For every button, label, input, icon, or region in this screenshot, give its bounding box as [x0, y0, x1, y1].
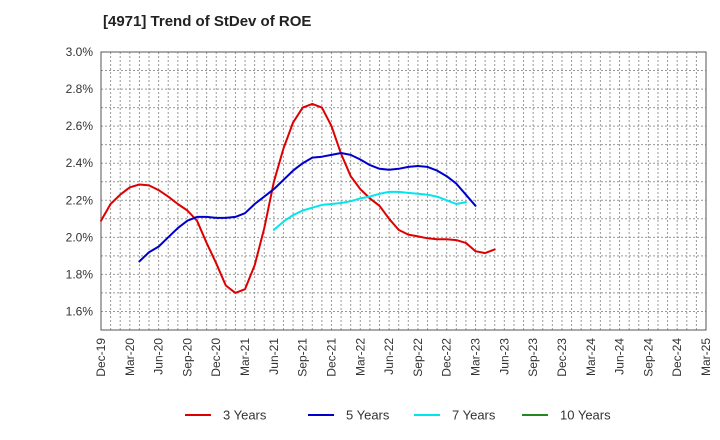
legend-label-7-years: 7 Years [452, 408, 496, 423]
x-tick-label: Sep-24 [641, 338, 655, 377]
series-line-7-years [272, 190, 467, 231]
legend-label-3-years: 3 Years [223, 408, 267, 423]
x-tick-label: Dec-19 [94, 338, 108, 377]
x-tick-label: Dec-24 [670, 338, 684, 377]
plot-frame [100, 51, 707, 331]
y-tick-label: 2.4% [66, 156, 94, 170]
chart-title: [4971] Trend of StDev of ROE [103, 13, 312, 30]
y-tick-label: 2.6% [66, 119, 94, 133]
x-tick-label: Jun-20 [152, 338, 166, 375]
x-tick-label: Dec-22 [440, 338, 454, 377]
x-tick-label: Mar-20 [123, 338, 137, 376]
x-tick-label: Mar-21 [238, 338, 252, 376]
x-tick-label: Jun-24 [613, 338, 627, 375]
x-tick-label: Jun-23 [497, 338, 511, 375]
x-tick-label: Jun-21 [267, 338, 281, 375]
y-tick-label: 3.0% [66, 45, 94, 59]
y-tick-label: 2.8% [66, 82, 94, 96]
y-tick-label: 2.0% [66, 230, 94, 244]
y-tick-label: 2.2% [66, 193, 94, 207]
plot-area [101, 52, 706, 330]
y-tick-label: 1.6% [66, 304, 94, 318]
legend-label-5-years: 5 Years [346, 408, 390, 423]
x-tick-label: Dec-21 [324, 338, 338, 377]
x-tick-label: Dec-23 [555, 338, 569, 377]
legend-label-10-years: 10 Years [560, 408, 611, 423]
x-tick-label: Mar-25 [699, 338, 713, 376]
x-tick-label: Jun-22 [382, 338, 396, 375]
series-line-3-years [100, 102, 496, 294]
x-tick-label: Dec-20 [209, 338, 223, 377]
y-tick-label: 1.8% [66, 267, 94, 281]
x-tick-label: Sep-21 [296, 338, 310, 377]
x-tick-label: Sep-20 [180, 338, 194, 377]
x-tick-label: Sep-23 [526, 338, 540, 377]
x-tick-label: Mar-24 [584, 338, 598, 376]
x-tick-label: Mar-23 [469, 338, 483, 376]
x-tick-label: Sep-22 [411, 338, 425, 377]
x-tick-label: Mar-22 [353, 338, 367, 376]
series-line-5-years [138, 152, 477, 263]
